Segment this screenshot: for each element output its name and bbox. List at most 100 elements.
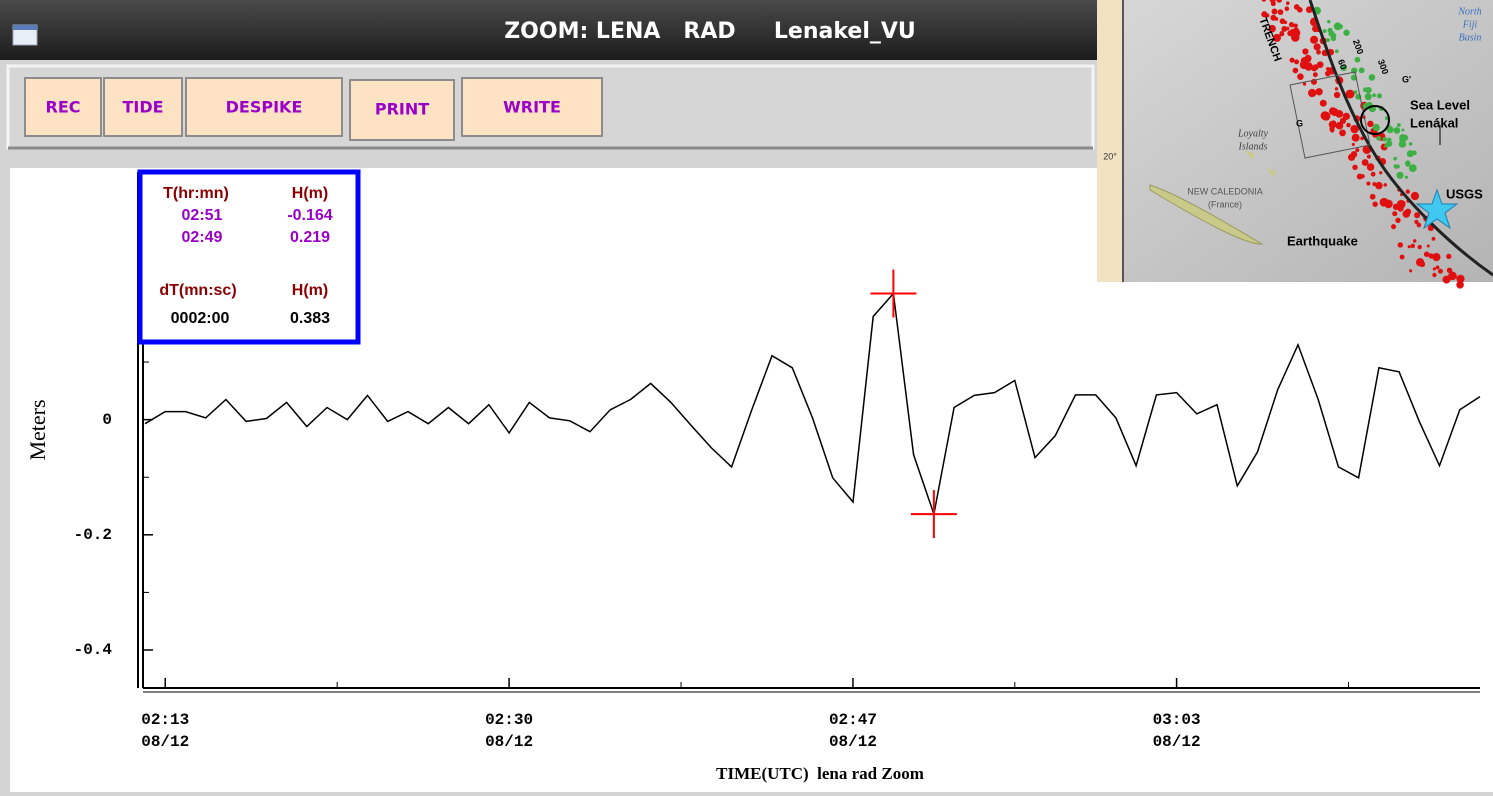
map-dot	[1376, 136, 1381, 141]
x-axis-title: TIME(UTC) lena rad Zoom	[716, 764, 924, 783]
map-dot	[1329, 126, 1334, 131]
map-dot	[1395, 218, 1400, 223]
map-dot	[1316, 50, 1321, 55]
map-dot	[1409, 164, 1417, 172]
button-label[interactable]: PRINT	[375, 100, 429, 119]
map-label: Fiji	[1462, 19, 1478, 30]
map-dot	[1397, 123, 1401, 127]
map-dot	[1400, 255, 1405, 260]
map-dot	[1384, 198, 1387, 201]
map-dot	[1289, 58, 1294, 63]
map-dot	[1396, 165, 1400, 169]
readout-header: H(m)	[292, 282, 328, 299]
map-dot	[1372, 93, 1376, 97]
map-label: North	[1457, 6, 1481, 17]
map-dot	[1416, 258, 1424, 266]
readout-header: T(hr:mn)	[163, 185, 229, 202]
map-dot	[1328, 31, 1334, 37]
map-dot	[1432, 253, 1440, 261]
map-dot	[1302, 48, 1308, 54]
map-dot	[1326, 38, 1330, 42]
map-dot	[1369, 74, 1376, 81]
map-dot	[1367, 121, 1373, 127]
map-dot	[1387, 138, 1391, 142]
map-label: NEW CALEDONIA	[1187, 186, 1263, 196]
window-title: ZOOM: LENA RAD Lenakel_VU	[504, 19, 916, 44]
map-dot	[1297, 7, 1303, 13]
map-dot	[1438, 269, 1443, 274]
x-tick-label: 02:13	[141, 711, 189, 729]
map-dot	[1335, 49, 1339, 53]
map-dot	[1399, 137, 1405, 143]
map-dot	[1339, 24, 1343, 28]
map-dot	[1372, 201, 1377, 206]
readout: T(hr:mn) H(m) 02:51 -0.164 02:49 0.219 d…	[140, 172, 358, 342]
map-dot	[1382, 137, 1387, 142]
map-label: Islands	[1238, 141, 1268, 152]
map-dot	[1367, 155, 1371, 159]
map-dot	[1394, 127, 1401, 134]
button-label[interactable]: WRITE	[503, 98, 561, 117]
map-dot	[1336, 122, 1344, 130]
readout-value: -0.164	[287, 207, 332, 224]
button[interactable]: WRITE	[462, 78, 602, 136]
button[interactable]: PRINT	[350, 80, 454, 140]
map-inset: TRENCH North Fiji Basin 200 60 300 G' G …	[1097, 0, 1493, 289]
map-dot	[1321, 111, 1330, 120]
map-label: G'	[1402, 74, 1411, 84]
map-dot	[1308, 59, 1311, 62]
button[interactable]: TIDE	[104, 78, 182, 136]
map-dot	[1294, 59, 1299, 64]
map-dot	[1379, 171, 1382, 174]
map-dot	[1448, 272, 1457, 281]
map-dot	[1351, 151, 1358, 158]
button-label[interactable]: REC	[46, 98, 81, 117]
map-dot	[1401, 128, 1404, 131]
map-dot	[1456, 281, 1464, 289]
map-dot	[1275, 17, 1279, 21]
map-dot	[1446, 254, 1451, 259]
map-dot	[1310, 36, 1318, 44]
map-dot	[1362, 159, 1369, 166]
app-window: ZOOM: LENA RAD Lenakel_VU REC TIDE DESPI…	[0, 0, 1493, 796]
map-dot	[1391, 224, 1396, 229]
button[interactable]: REC	[25, 78, 101, 136]
x-tick-date: 08/12	[485, 733, 533, 751]
map-dot	[1293, 24, 1296, 27]
map-dot	[1432, 273, 1436, 277]
map-dot	[1369, 167, 1373, 171]
map-label: Loyalty	[1237, 128, 1269, 139]
map-dot	[1281, 26, 1287, 32]
map-label: G	[1296, 118, 1303, 128]
map-dot	[1285, 6, 1290, 11]
map-dot	[1355, 148, 1359, 152]
map-dot	[1414, 220, 1418, 224]
map-dot	[1397, 206, 1403, 212]
map-dot	[1297, 73, 1304, 80]
button[interactable]: DESPIKE	[186, 78, 342, 136]
map-dot	[1293, 68, 1299, 74]
y-tick-label: -0.4	[74, 641, 113, 659]
map-dot	[1323, 29, 1327, 33]
map-dot	[1330, 120, 1336, 126]
map-dot	[1313, 72, 1318, 77]
map-dot	[1352, 143, 1355, 146]
map-dot	[1403, 210, 1411, 218]
button-label[interactable]: DESPIKE	[226, 98, 303, 117]
button-label[interactable]: TIDE	[122, 98, 163, 117]
map-label: Earthquake	[1287, 233, 1358, 248]
map-dot	[1456, 276, 1460, 280]
readout-value: 0.383	[290, 310, 330, 327]
map-dot	[1352, 165, 1357, 170]
map-dot	[1317, 61, 1324, 68]
map-dot	[1370, 194, 1376, 200]
x-tick-label: 02:47	[829, 711, 877, 729]
map-label: USGS	[1446, 186, 1483, 201]
map-dot	[1284, 21, 1287, 24]
map-dot	[1334, 92, 1340, 98]
y-tick-label: -0.2	[74, 526, 112, 544]
map-dot	[1278, 9, 1284, 15]
map-dot	[1343, 30, 1349, 36]
map-dot	[1272, 9, 1278, 15]
map-dot	[1409, 269, 1412, 272]
